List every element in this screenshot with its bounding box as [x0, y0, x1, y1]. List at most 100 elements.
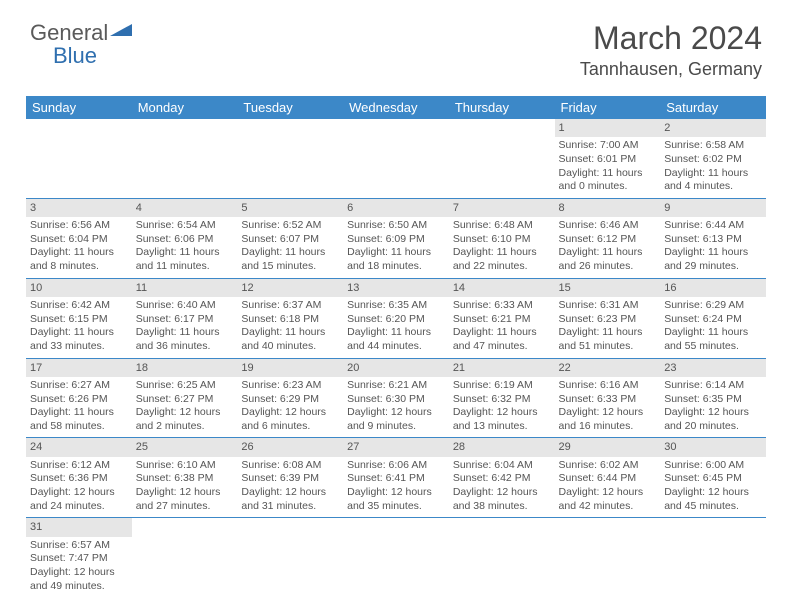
- day-line: and 15 minutes.: [241, 260, 339, 274]
- calendar-cell: 28Sunrise: 6:04 AMSunset: 6:42 PMDayligh…: [449, 438, 555, 518]
- day-line: Daylight: 11 hours: [664, 246, 762, 260]
- calendar-cell: 10Sunrise: 6:42 AMSunset: 6:15 PMDayligh…: [26, 278, 132, 358]
- calendar-cell: [660, 518, 766, 597]
- day-line: Daylight: 11 hours: [559, 167, 657, 181]
- day-body: Sunrise: 6:06 AMSunset: 6:41 PMDaylight:…: [343, 457, 449, 518]
- day-line: and 0 minutes.: [559, 180, 657, 194]
- day-line: Sunrise: 6:42 AM: [30, 299, 128, 313]
- day-body: Sunrise: 6:02 AMSunset: 6:44 PMDaylight:…: [555, 457, 661, 518]
- day-number: 28: [449, 438, 555, 456]
- day-line: Sunrise: 6:48 AM: [453, 219, 551, 233]
- day-body: Sunrise: 6:33 AMSunset: 6:21 PMDaylight:…: [449, 297, 555, 358]
- day-line: Daylight: 12 hours: [559, 486, 657, 500]
- calendar-cell: 24Sunrise: 6:12 AMSunset: 6:36 PMDayligh…: [26, 438, 132, 518]
- calendar-cell: 14Sunrise: 6:33 AMSunset: 6:21 PMDayligh…: [449, 278, 555, 358]
- day-line: and 11 minutes.: [136, 260, 234, 274]
- header: General March 2024 Tannhausen, Germany: [0, 0, 792, 88]
- day-body: Sunrise: 6:08 AMSunset: 6:39 PMDaylight:…: [237, 457, 343, 518]
- day-line: Sunset: 6:36 PM: [30, 472, 128, 486]
- day-line: and 26 minutes.: [559, 260, 657, 274]
- day-line: and 24 minutes.: [30, 500, 128, 514]
- day-body: Sunrise: 6:31 AMSunset: 6:23 PMDaylight:…: [555, 297, 661, 358]
- day-line: Daylight: 11 hours: [30, 406, 128, 420]
- day-body: Sunrise: 6:46 AMSunset: 6:12 PMDaylight:…: [555, 217, 661, 278]
- day-line: and 22 minutes.: [453, 260, 551, 274]
- day-line: Sunrise: 6:02 AM: [559, 459, 657, 473]
- calendar-cell: 31Sunrise: 6:57 AMSunset: 7:47 PMDayligh…: [26, 518, 132, 597]
- logo-text-blue: Blue: [53, 43, 97, 68]
- day-number: 24: [26, 438, 132, 456]
- day-body: Sunrise: 6:44 AMSunset: 6:13 PMDaylight:…: [660, 217, 766, 278]
- calendar-cell: 6Sunrise: 6:50 AMSunset: 6:09 PMDaylight…: [343, 198, 449, 278]
- day-line: Sunset: 6:07 PM: [241, 233, 339, 247]
- calendar-cell: 16Sunrise: 6:29 AMSunset: 6:24 PMDayligh…: [660, 278, 766, 358]
- calendar-cell: [132, 518, 238, 597]
- day-body: Sunrise: 6:56 AMSunset: 6:04 PMDaylight:…: [26, 217, 132, 278]
- calendar-row: 1Sunrise: 7:00 AMSunset: 6:01 PMDaylight…: [26, 119, 766, 198]
- day-line: Sunset: 6:29 PM: [241, 393, 339, 407]
- day-line: and 9 minutes.: [347, 420, 445, 434]
- day-line: Daylight: 11 hours: [664, 167, 762, 181]
- weekday-header: Wednesday: [343, 96, 449, 119]
- day-line: Daylight: 12 hours: [559, 406, 657, 420]
- weekday-header: Tuesday: [237, 96, 343, 119]
- day-line: Daylight: 12 hours: [136, 486, 234, 500]
- day-line: Sunrise: 6:37 AM: [241, 299, 339, 313]
- calendar-row: 10Sunrise: 6:42 AMSunset: 6:15 PMDayligh…: [26, 278, 766, 358]
- day-body: Sunrise: 6:16 AMSunset: 6:33 PMDaylight:…: [555, 377, 661, 438]
- day-body: Sunrise: 7:00 AMSunset: 6:01 PMDaylight:…: [555, 137, 661, 198]
- calendar-cell: [237, 518, 343, 597]
- weekday-header: Friday: [555, 96, 661, 119]
- day-line: and 40 minutes.: [241, 340, 339, 354]
- day-body: Sunrise: 6:12 AMSunset: 6:36 PMDaylight:…: [26, 457, 132, 518]
- calendar-cell: 4Sunrise: 6:54 AMSunset: 6:06 PMDaylight…: [132, 198, 238, 278]
- day-line: and 31 minutes.: [241, 500, 339, 514]
- day-line: Sunset: 6:33 PM: [559, 393, 657, 407]
- day-line: and 42 minutes.: [559, 500, 657, 514]
- weekday-header: Thursday: [449, 96, 555, 119]
- day-number: 6: [343, 199, 449, 217]
- day-body: Sunrise: 6:14 AMSunset: 6:35 PMDaylight:…: [660, 377, 766, 438]
- weekday-header: Sunday: [26, 96, 132, 119]
- flag-icon: [110, 22, 136, 45]
- day-line: Sunset: 6:32 PM: [453, 393, 551, 407]
- day-line: Daylight: 11 hours: [347, 246, 445, 260]
- weekday-header: Saturday: [660, 96, 766, 119]
- day-line: and 45 minutes.: [664, 500, 762, 514]
- day-line: Sunrise: 6:50 AM: [347, 219, 445, 233]
- day-line: and 18 minutes.: [347, 260, 445, 274]
- day-number: 20: [343, 359, 449, 377]
- day-line: Sunset: 6:42 PM: [453, 472, 551, 486]
- day-body: Sunrise: 6:58 AMSunset: 6:02 PMDaylight:…: [660, 137, 766, 198]
- day-line: Daylight: 12 hours: [30, 566, 128, 580]
- day-body: Sunrise: 6:23 AMSunset: 6:29 PMDaylight:…: [237, 377, 343, 438]
- day-line: Sunrise: 6:40 AM: [136, 299, 234, 313]
- day-number: 25: [132, 438, 238, 456]
- calendar-cell: 27Sunrise: 6:06 AMSunset: 6:41 PMDayligh…: [343, 438, 449, 518]
- calendar-cell: 12Sunrise: 6:37 AMSunset: 6:18 PMDayligh…: [237, 278, 343, 358]
- day-number: 9: [660, 199, 766, 217]
- day-body: Sunrise: 6:19 AMSunset: 6:32 PMDaylight:…: [449, 377, 555, 438]
- day-line: Daylight: 12 hours: [136, 406, 234, 420]
- day-line: Sunrise: 6:25 AM: [136, 379, 234, 393]
- day-line: Sunrise: 7:00 AM: [559, 139, 657, 153]
- calendar-cell: 1Sunrise: 7:00 AMSunset: 6:01 PMDaylight…: [555, 119, 661, 198]
- day-number: 19: [237, 359, 343, 377]
- day-body: Sunrise: 6:42 AMSunset: 6:15 PMDaylight:…: [26, 297, 132, 358]
- calendar-cell: 30Sunrise: 6:00 AMSunset: 6:45 PMDayligh…: [660, 438, 766, 518]
- day-line: Sunset: 6:41 PM: [347, 472, 445, 486]
- day-number: 18: [132, 359, 238, 377]
- location-label: Tannhausen, Germany: [580, 59, 762, 80]
- day-number: 14: [449, 279, 555, 297]
- calendar-cell: [26, 119, 132, 198]
- day-line: Sunrise: 6:46 AM: [559, 219, 657, 233]
- day-line: Daylight: 12 hours: [453, 486, 551, 500]
- day-body: Sunrise: 6:21 AMSunset: 6:30 PMDaylight:…: [343, 377, 449, 438]
- day-line: and 8 minutes.: [30, 260, 128, 274]
- day-line: Sunrise: 6:23 AM: [241, 379, 339, 393]
- day-line: Sunset: 6:10 PM: [453, 233, 551, 247]
- day-line: Daylight: 11 hours: [559, 326, 657, 340]
- page-title: March 2024: [580, 20, 762, 57]
- day-number: 11: [132, 279, 238, 297]
- day-number: 26: [237, 438, 343, 456]
